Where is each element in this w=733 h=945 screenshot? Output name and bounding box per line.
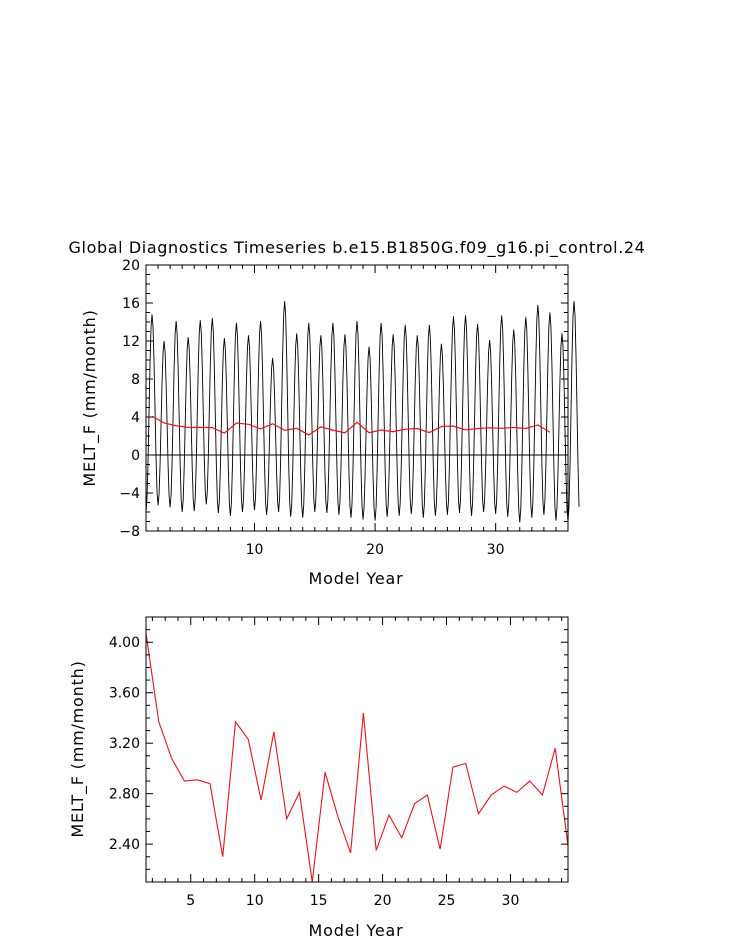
y-tick-label: 4.00 — [109, 635, 140, 651]
annual-mean-line-top — [151, 415, 551, 436]
chart-title: Global Diagnostics Timeseries b.e15.B185… — [69, 238, 646, 258]
x-tick-label: 5 — [186, 893, 195, 909]
y-tick-label: 2.40 — [109, 837, 140, 853]
monthly-series-line — [145, 301, 580, 523]
bottom-plot-frame — [145, 616, 569, 883]
x-tick-label: 25 — [438, 893, 456, 909]
annual-mean-line-bottom — [146, 633, 568, 882]
y-tick-label: −8 — [119, 524, 140, 540]
x-tick-label: 15 — [310, 893, 328, 909]
top-y-axis-label: MELT_F (mm/month) — [80, 309, 100, 486]
y-tick-label: 0 — [131, 448, 140, 464]
x-tick-label: 30 — [502, 893, 520, 909]
y-tick-label: 4 — [131, 410, 140, 426]
y-tick-label: 3.20 — [109, 736, 140, 752]
top-x-axis-label: Model Year — [309, 569, 404, 588]
y-tick-label: −4 — [119, 486, 140, 502]
y-tick-label: 12 — [122, 334, 140, 350]
top-panel: −8 −4 0 4 8 12 16 20 10 20 30 Model Year MELT_F (m… — [80, 258, 580, 588]
x-tick-label: 20 — [374, 893, 392, 909]
y-tick-label: 20 — [122, 258, 140, 274]
top-plot-frame — [145, 264, 569, 532]
bottom-x-axis-label: Model Year — [309, 921, 404, 940]
y-tick-label: 2.80 — [109, 787, 140, 803]
bottom-panel: 2.40 2.80 3.20 3.60 4.00 5 10 15 20 25 30 Model Ye… — [68, 616, 569, 940]
y-tick-label: 3.60 — [109, 686, 140, 702]
bottom-y-axis-label: MELT_F (mm/month) — [68, 660, 88, 837]
x-tick-label: 20 — [366, 542, 384, 558]
x-tick-label: 10 — [246, 893, 264, 909]
y-tick-label: 16 — [122, 296, 140, 312]
x-tick-label: 30 — [487, 542, 505, 558]
y-tick-label: 8 — [131, 372, 140, 388]
x-tick-label: 10 — [246, 542, 264, 558]
